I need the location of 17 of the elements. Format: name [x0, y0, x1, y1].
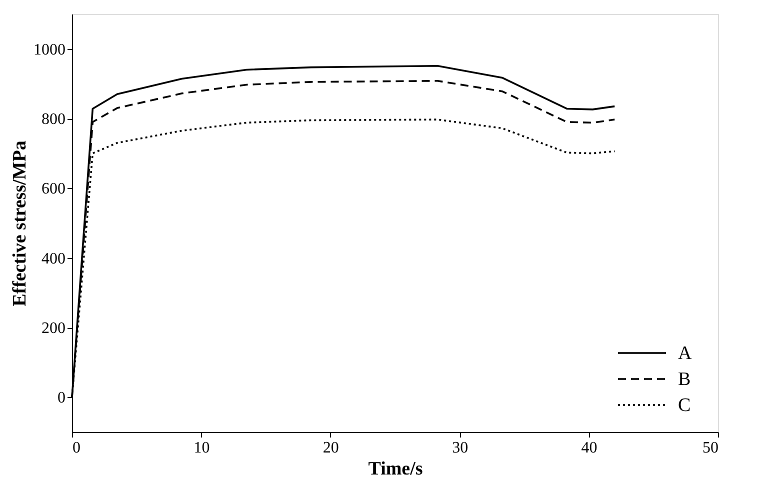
y-tick-label: 1000	[34, 41, 66, 58]
legend-label: C	[678, 395, 691, 416]
x-axis-title: Time/s	[368, 458, 423, 480]
x-tick-label: 50	[702, 440, 718, 456]
y-tick-label: 400	[42, 250, 66, 268]
legend-label: A	[678, 343, 692, 364]
x-tick-label: 40	[581, 440, 598, 456]
x-tick-label: 0	[72, 440, 80, 456]
y-tick-label: 200	[42, 320, 66, 337]
y-tick-label: 800	[42, 111, 66, 128]
y-tick-label: 0	[58, 390, 66, 407]
legend-label: B	[678, 369, 691, 390]
x-tick-label: 10	[194, 440, 210, 456]
x-tick-label: 20	[322, 440, 339, 456]
y-tick-label: 600	[42, 180, 66, 198]
y-axis-title: Effective stress/MPa	[10, 140, 30, 306]
x-tick-label: 30	[452, 440, 468, 456]
